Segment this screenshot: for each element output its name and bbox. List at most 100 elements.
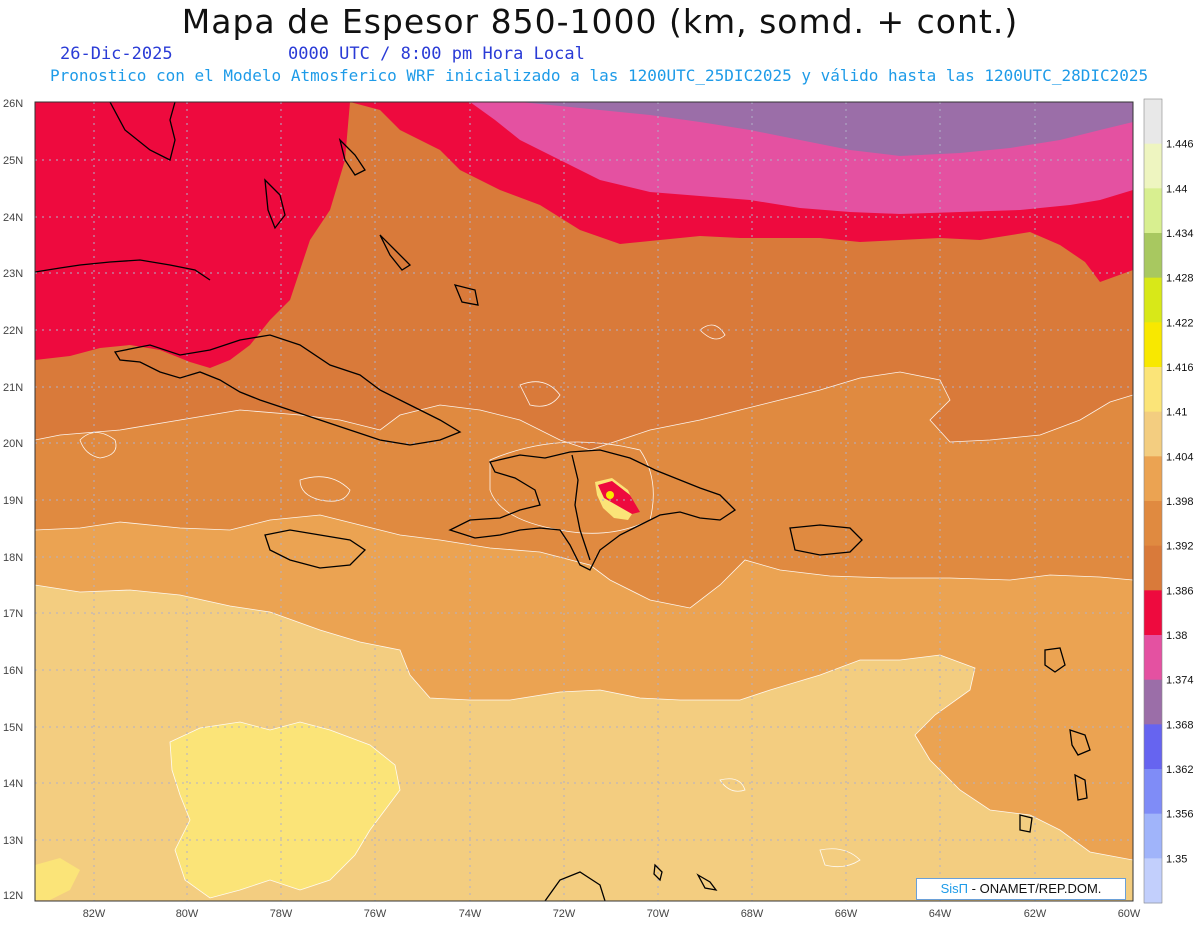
colorbar-label: 1.422 — [1166, 317, 1194, 329]
map-frame — [34, 101, 1134, 902]
colorbar-swatch — [1144, 545, 1162, 591]
coast-dr-haiti-border — [571, 454, 591, 561]
lat-label: 25N — [3, 155, 23, 167]
lat-label: 16N — [3, 665, 23, 677]
credit-box: SisΠ - ONAMET/REP.DOM. — [916, 878, 1126, 900]
colorbar-swatch — [1144, 769, 1162, 815]
field-1368 — [520, 102, 1133, 156]
field-1410 — [170, 722, 400, 898]
lat-label: 19N — [3, 495, 23, 507]
colorbar-swatch — [1144, 411, 1162, 457]
lat-label: 15N — [3, 722, 23, 734]
coast-lesser-antilles-4 — [1019, 814, 1033, 833]
colorbar-swatch — [1144, 590, 1162, 636]
lat-axis: 26N 25N 24N 23N 22N 21N 20N 19N 18N 17N … — [3, 98, 23, 902]
field-1410-west — [35, 858, 80, 900]
coast-bahamas-andros — [264, 178, 286, 230]
colorbar-swatch — [1144, 501, 1162, 547]
lon-label: 82W — [83, 908, 106, 920]
colorbar-label: 1.386 — [1166, 585, 1194, 597]
lon-axis: 82W 80W 78W 76W 74W 72W 70W 68W 66W 64W … — [83, 908, 1141, 920]
lon-label: 68W — [741, 908, 764, 920]
credit-brand: SisΠ — [940, 881, 969, 896]
credit-text: - ONAMET/REP.DOM. — [971, 881, 1102, 896]
lon-label: 66W — [835, 908, 858, 920]
lon-label: 78W — [270, 908, 293, 920]
lat-label: 23N — [3, 268, 23, 280]
lon-label: 64W — [929, 908, 952, 920]
colorbar-label: 1.404 — [1166, 451, 1194, 463]
lat-label: 24N — [3, 212, 23, 224]
coast-yucatan — [35, 259, 211, 281]
colorbar-frame — [1143, 98, 1163, 904]
coast-bahamas-inagua — [453, 284, 479, 306]
colorbar-label: 1.44 — [1166, 183, 1187, 195]
coast-aruba — [653, 863, 663, 882]
coast-curacao — [696, 873, 718, 891]
colorbar-swatch — [1144, 635, 1162, 681]
coast-lesser-antilles-1 — [1044, 647, 1066, 673]
forecast-time: 0000 UTC / 8:00 pm Hora Local — [288, 44, 585, 64]
colorbar-label: 1.392 — [1166, 541, 1194, 553]
lat-label: 14N — [3, 778, 23, 790]
page-title: Mapa de Espesor 850-1000 (km, somd. + co… — [181, 2, 1019, 41]
colorbar-swatch — [1144, 143, 1162, 189]
coast-hispaniola — [448, 449, 737, 571]
colorbar-label: 1.374 — [1166, 675, 1194, 687]
lat-label: 20N — [3, 438, 23, 450]
grid — [35, 102, 1133, 901]
colorbar-label: 1.428 — [1166, 273, 1194, 285]
lat-label: 12N — [3, 890, 23, 902]
coast-puerto-rico — [789, 524, 863, 556]
coast-jamaica — [264, 529, 367, 569]
coast-bahamas-eleuthera — [379, 234, 412, 271]
forecast-date: 26-Dic-2025 — [60, 44, 173, 64]
field-hotspot-red — [598, 481, 640, 514]
field-hotspot-core — [606, 491, 614, 499]
colorbar-label: 1.38 — [1166, 630, 1187, 642]
lat-label: 17N — [3, 608, 23, 620]
lon-label: 60W — [1118, 908, 1141, 920]
colorbar-swatch — [1144, 367, 1162, 413]
colorbar-swatch — [1144, 99, 1162, 145]
coast-lesser-antilles-2 — [1069, 729, 1091, 756]
model-info: Pronostico con el Modelo Atmosferico WRF… — [50, 66, 1149, 85]
coast-bahamas-abaco — [338, 137, 366, 176]
coast-florida — [109, 102, 176, 161]
coastlines — [35, 102, 1091, 901]
map-area — [35, 102, 1133, 901]
colorbar-swatch — [1144, 679, 1162, 725]
colorbar-swatch — [1144, 813, 1162, 859]
colorbar-swatch — [1144, 456, 1162, 502]
colorbar-label: 1.362 — [1166, 764, 1194, 776]
lon-label: 76W — [364, 908, 387, 920]
lon-label: 72W — [553, 908, 576, 920]
colorbar-swatch — [1144, 724, 1162, 770]
colorbar-label: 1.398 — [1166, 496, 1194, 508]
lon-label: 74W — [459, 908, 482, 920]
lon-label: 80W — [176, 908, 199, 920]
colorbar-swatch — [1144, 188, 1162, 234]
lat-label: 13N — [3, 835, 23, 847]
lon-label: 70W — [647, 908, 670, 920]
lat-label: 18N — [3, 552, 23, 564]
coast-south-america — [544, 871, 606, 901]
colorbar-swatch — [1144, 322, 1162, 368]
colorbar-label: 1.434 — [1166, 228, 1194, 240]
coast-cuba — [113, 334, 462, 446]
colorbar-label: 1.41 — [1166, 407, 1187, 419]
lon-label: 62W — [1024, 908, 1047, 920]
colorbar-swatch — [1144, 233, 1162, 279]
colorbar-swatch — [1144, 277, 1162, 323]
colorbar-label: 1.446 — [1166, 139, 1194, 151]
lat-label: 22N — [3, 325, 23, 337]
colorbar-label: 1.368 — [1166, 719, 1194, 731]
colorbar-swatch — [1144, 858, 1162, 904]
colorbar-label: 1.35 — [1166, 853, 1187, 865]
colorbar-label: 1.416 — [1166, 362, 1194, 374]
coast-lesser-antilles-3 — [1074, 773, 1088, 801]
colorbar: 1.446 1.44 1.434 1.428 1.422 1.416 1.41 1.404 1.… — [1143, 98, 1194, 904]
colorbar-label: 1.356 — [1166, 809, 1194, 821]
lat-label: 21N — [3, 382, 23, 394]
